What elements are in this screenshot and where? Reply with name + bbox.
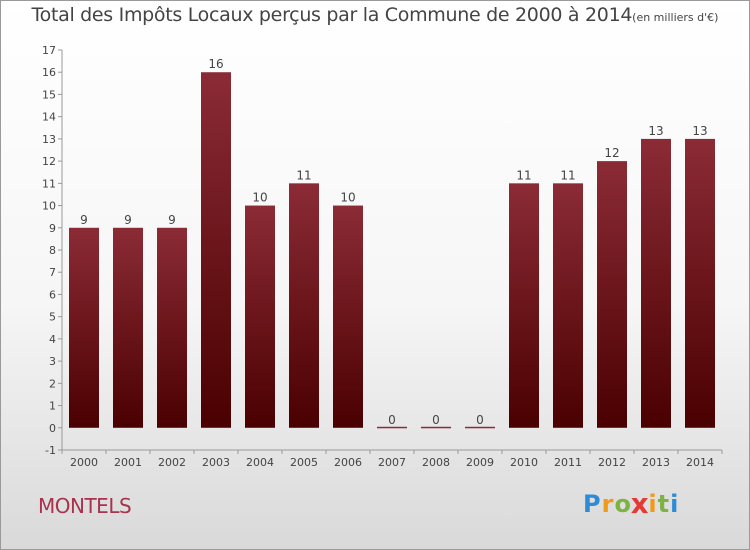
bar-value-label: 13 xyxy=(648,124,663,138)
chart-title-block: Total des Impôts Locaux perçus par la Co… xyxy=(0,4,750,26)
y-tick-label: 3 xyxy=(49,355,56,368)
bar xyxy=(157,227,187,428)
proxiti-logo: Proxiti xyxy=(583,487,680,521)
x-tick-label: 2009 xyxy=(466,456,494,469)
bar-value-label: 13 xyxy=(692,124,707,138)
y-tick-label: 12 xyxy=(42,155,56,168)
bar xyxy=(245,205,275,428)
x-tick-label: 2003 xyxy=(202,456,230,469)
y-tick-label: 13 xyxy=(42,133,56,146)
bar-value-label: 10 xyxy=(252,191,267,205)
x-tick-label: 2001 xyxy=(114,456,142,469)
bar-value-label: 0 xyxy=(476,413,484,427)
bar xyxy=(685,138,715,428)
y-tick-label: 6 xyxy=(49,288,56,301)
y-tick-label: 14 xyxy=(42,111,56,124)
bar-value-label: 9 xyxy=(80,213,88,227)
bar-value-label: 11 xyxy=(560,168,575,182)
y-tick-label: 15 xyxy=(42,88,56,101)
bar xyxy=(69,227,99,428)
y-tick-label: 5 xyxy=(49,311,56,324)
y-tick-label: 1 xyxy=(49,400,56,413)
x-tick-label: 2011 xyxy=(554,456,582,469)
bar xyxy=(113,227,143,428)
bar-value-label: 11 xyxy=(296,168,311,182)
x-tick-label: 2006 xyxy=(334,456,362,469)
y-tick-label: -1 xyxy=(45,444,56,457)
y-tick-label: 16 xyxy=(42,66,56,79)
x-tick-label: 2008 xyxy=(422,456,450,469)
y-tick-label: 7 xyxy=(49,266,56,279)
y-tick-label: 11 xyxy=(42,177,56,190)
y-tick-label: 17 xyxy=(42,44,56,57)
bar xyxy=(509,183,539,428)
x-tick-label: 2010 xyxy=(510,456,538,469)
bar xyxy=(553,183,583,428)
x-tick-label: 2014 xyxy=(686,456,714,469)
bar xyxy=(421,426,451,429)
y-tick-label: 9 xyxy=(49,222,56,235)
commune-name: MONTELS xyxy=(38,494,132,518)
chart-title: Total des Impôts Locaux perçus par la Co… xyxy=(31,4,633,26)
x-tick-label: 2005 xyxy=(290,456,318,469)
bar xyxy=(597,161,627,428)
bar-value-label: 10 xyxy=(340,191,355,205)
x-tick-label: 2013 xyxy=(642,456,670,469)
bar-value-label: 16 xyxy=(208,57,223,71)
y-tick-label: 8 xyxy=(49,244,56,257)
bar-value-label: 0 xyxy=(388,413,396,427)
x-tick-label: 2002 xyxy=(158,456,186,469)
x-tick-label: 2004 xyxy=(246,456,274,469)
y-tick-label: 4 xyxy=(49,333,56,346)
x-tick-label: 2007 xyxy=(378,456,406,469)
bar-value-label: 12 xyxy=(604,146,619,160)
bar xyxy=(333,205,363,428)
y-tick-label: 10 xyxy=(42,200,56,213)
y-tick-label: 2 xyxy=(49,377,56,390)
bar xyxy=(641,138,671,428)
bar xyxy=(377,426,407,429)
bar xyxy=(289,183,319,428)
bar-value-label: 9 xyxy=(168,213,176,227)
bar-value-label: 11 xyxy=(516,168,531,182)
x-tick-label: 2000 xyxy=(70,456,98,469)
bar xyxy=(201,72,231,428)
bar-value-label: 9 xyxy=(124,213,132,227)
x-tick-label: 2012 xyxy=(598,456,626,469)
y-tick-label: 0 xyxy=(49,422,56,435)
bar xyxy=(465,426,495,429)
bar-value-label: 0 xyxy=(432,413,440,427)
chart-unit-label: (en milliers d'€) xyxy=(632,11,719,24)
